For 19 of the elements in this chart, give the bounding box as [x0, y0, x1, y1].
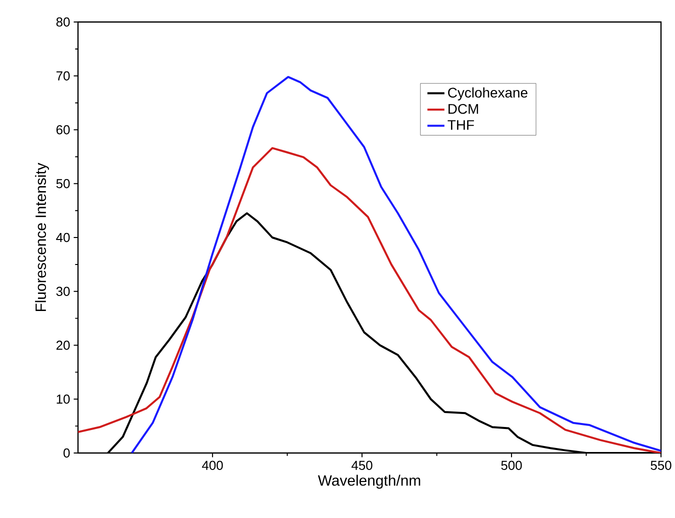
x-tick-label: 550	[650, 460, 672, 470]
y-tick-label: 20	[56, 340, 70, 350]
legend-label: THF	[448, 120, 474, 130]
x-tick-label: 500	[501, 460, 522, 470]
y-axis-title: Fluorescence Intensity	[35, 162, 49, 312]
line-series	[130, 76, 662, 453]
y-tick-label: 30	[56, 286, 70, 296]
x-tick-label: 450	[352, 460, 372, 470]
x-axis-title: Wavelength/nm	[318, 474, 420, 489]
y-tick-label: 10	[56, 394, 70, 404]
y-tick-label: 70	[56, 71, 70, 80]
y-tick-label: 40	[56, 232, 70, 242]
y-tick-label: 60	[56, 125, 70, 134]
y-tick-label: 50	[56, 179, 70, 188]
x-tick-label: 400	[202, 460, 223, 470]
legend-label: Cyclohexane	[448, 87, 528, 100]
y-tick-label: 80	[56, 17, 70, 27]
legend-label: DCM	[448, 104, 478, 114]
y-tick-label: 0	[64, 448, 70, 458]
